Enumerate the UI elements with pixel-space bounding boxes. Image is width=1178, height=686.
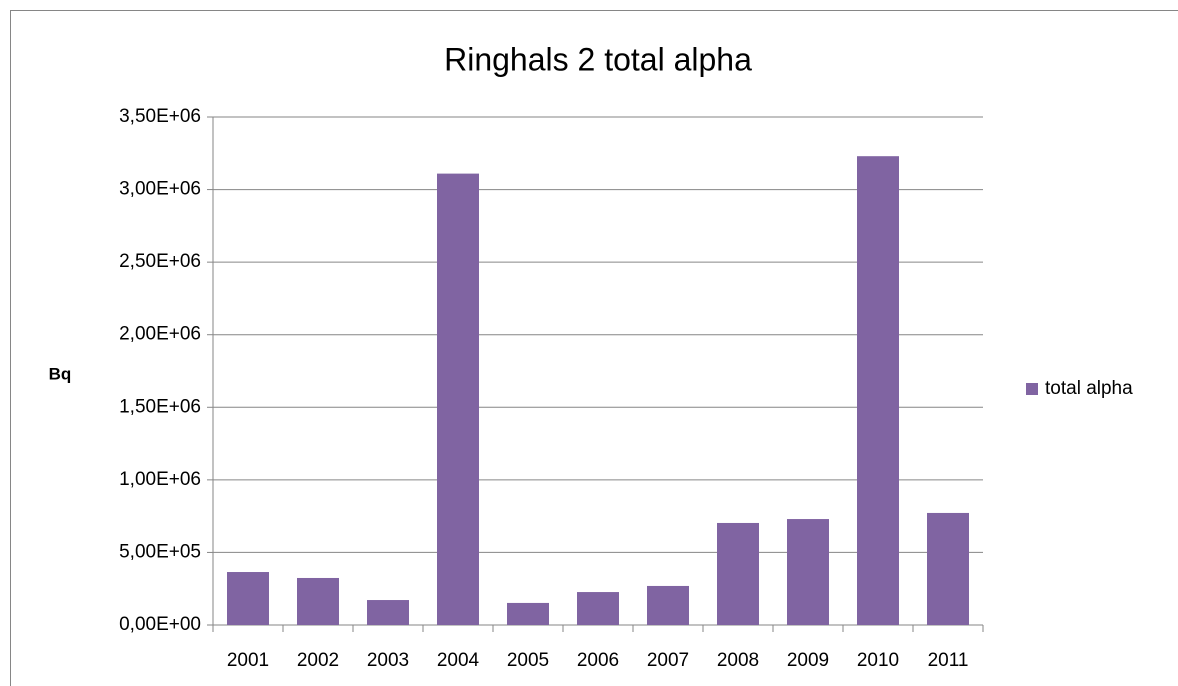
y-axis-label: Bq	[49, 364, 72, 383]
bar	[577, 592, 619, 625]
x-tick-label: 2005	[507, 650, 549, 671]
y-tick-label: 0,00E+00	[119, 614, 201, 635]
chart-title: Ringhals 2 total alpha	[444, 41, 752, 77]
legend-label: total alpha	[1045, 378, 1133, 399]
bar	[857, 156, 899, 625]
chart-frame	[10, 10, 1178, 686]
x-tick-label: 2002	[297, 650, 339, 671]
y-tick-label: 1,50E+06	[119, 396, 201, 417]
bar	[787, 519, 829, 625]
y-tick-label: 3,50E+06	[119, 106, 201, 127]
bar	[717, 522, 759, 625]
x-tick-label: 2011	[928, 650, 969, 671]
x-tick-label: 2006	[577, 650, 619, 671]
bar	[367, 600, 409, 625]
bar	[227, 572, 269, 625]
y-tick-label: 1,00E+06	[119, 469, 201, 490]
bar	[507, 602, 549, 625]
y-tick-label: 2,50E+06	[119, 251, 201, 272]
x-tick-label: 2010	[857, 650, 899, 671]
x-tick-label: 2003	[367, 650, 409, 671]
y-tick-label: 5,00E+05	[119, 541, 201, 562]
legend-swatch	[1026, 383, 1038, 395]
bar	[647, 585, 689, 625]
bar	[297, 577, 339, 625]
bar	[927, 512, 969, 625]
y-tick-label: 2,00E+06	[119, 324, 201, 345]
y-tick-label: 3,00E+06	[119, 179, 201, 200]
x-tick-label: 2009	[787, 650, 829, 671]
x-tick-label: 2008	[717, 650, 759, 671]
x-tick-label: 2001	[227, 650, 269, 671]
x-tick-label: 2007	[647, 650, 689, 671]
x-tick-label: 2004	[437, 650, 480, 671]
bar	[437, 173, 479, 625]
